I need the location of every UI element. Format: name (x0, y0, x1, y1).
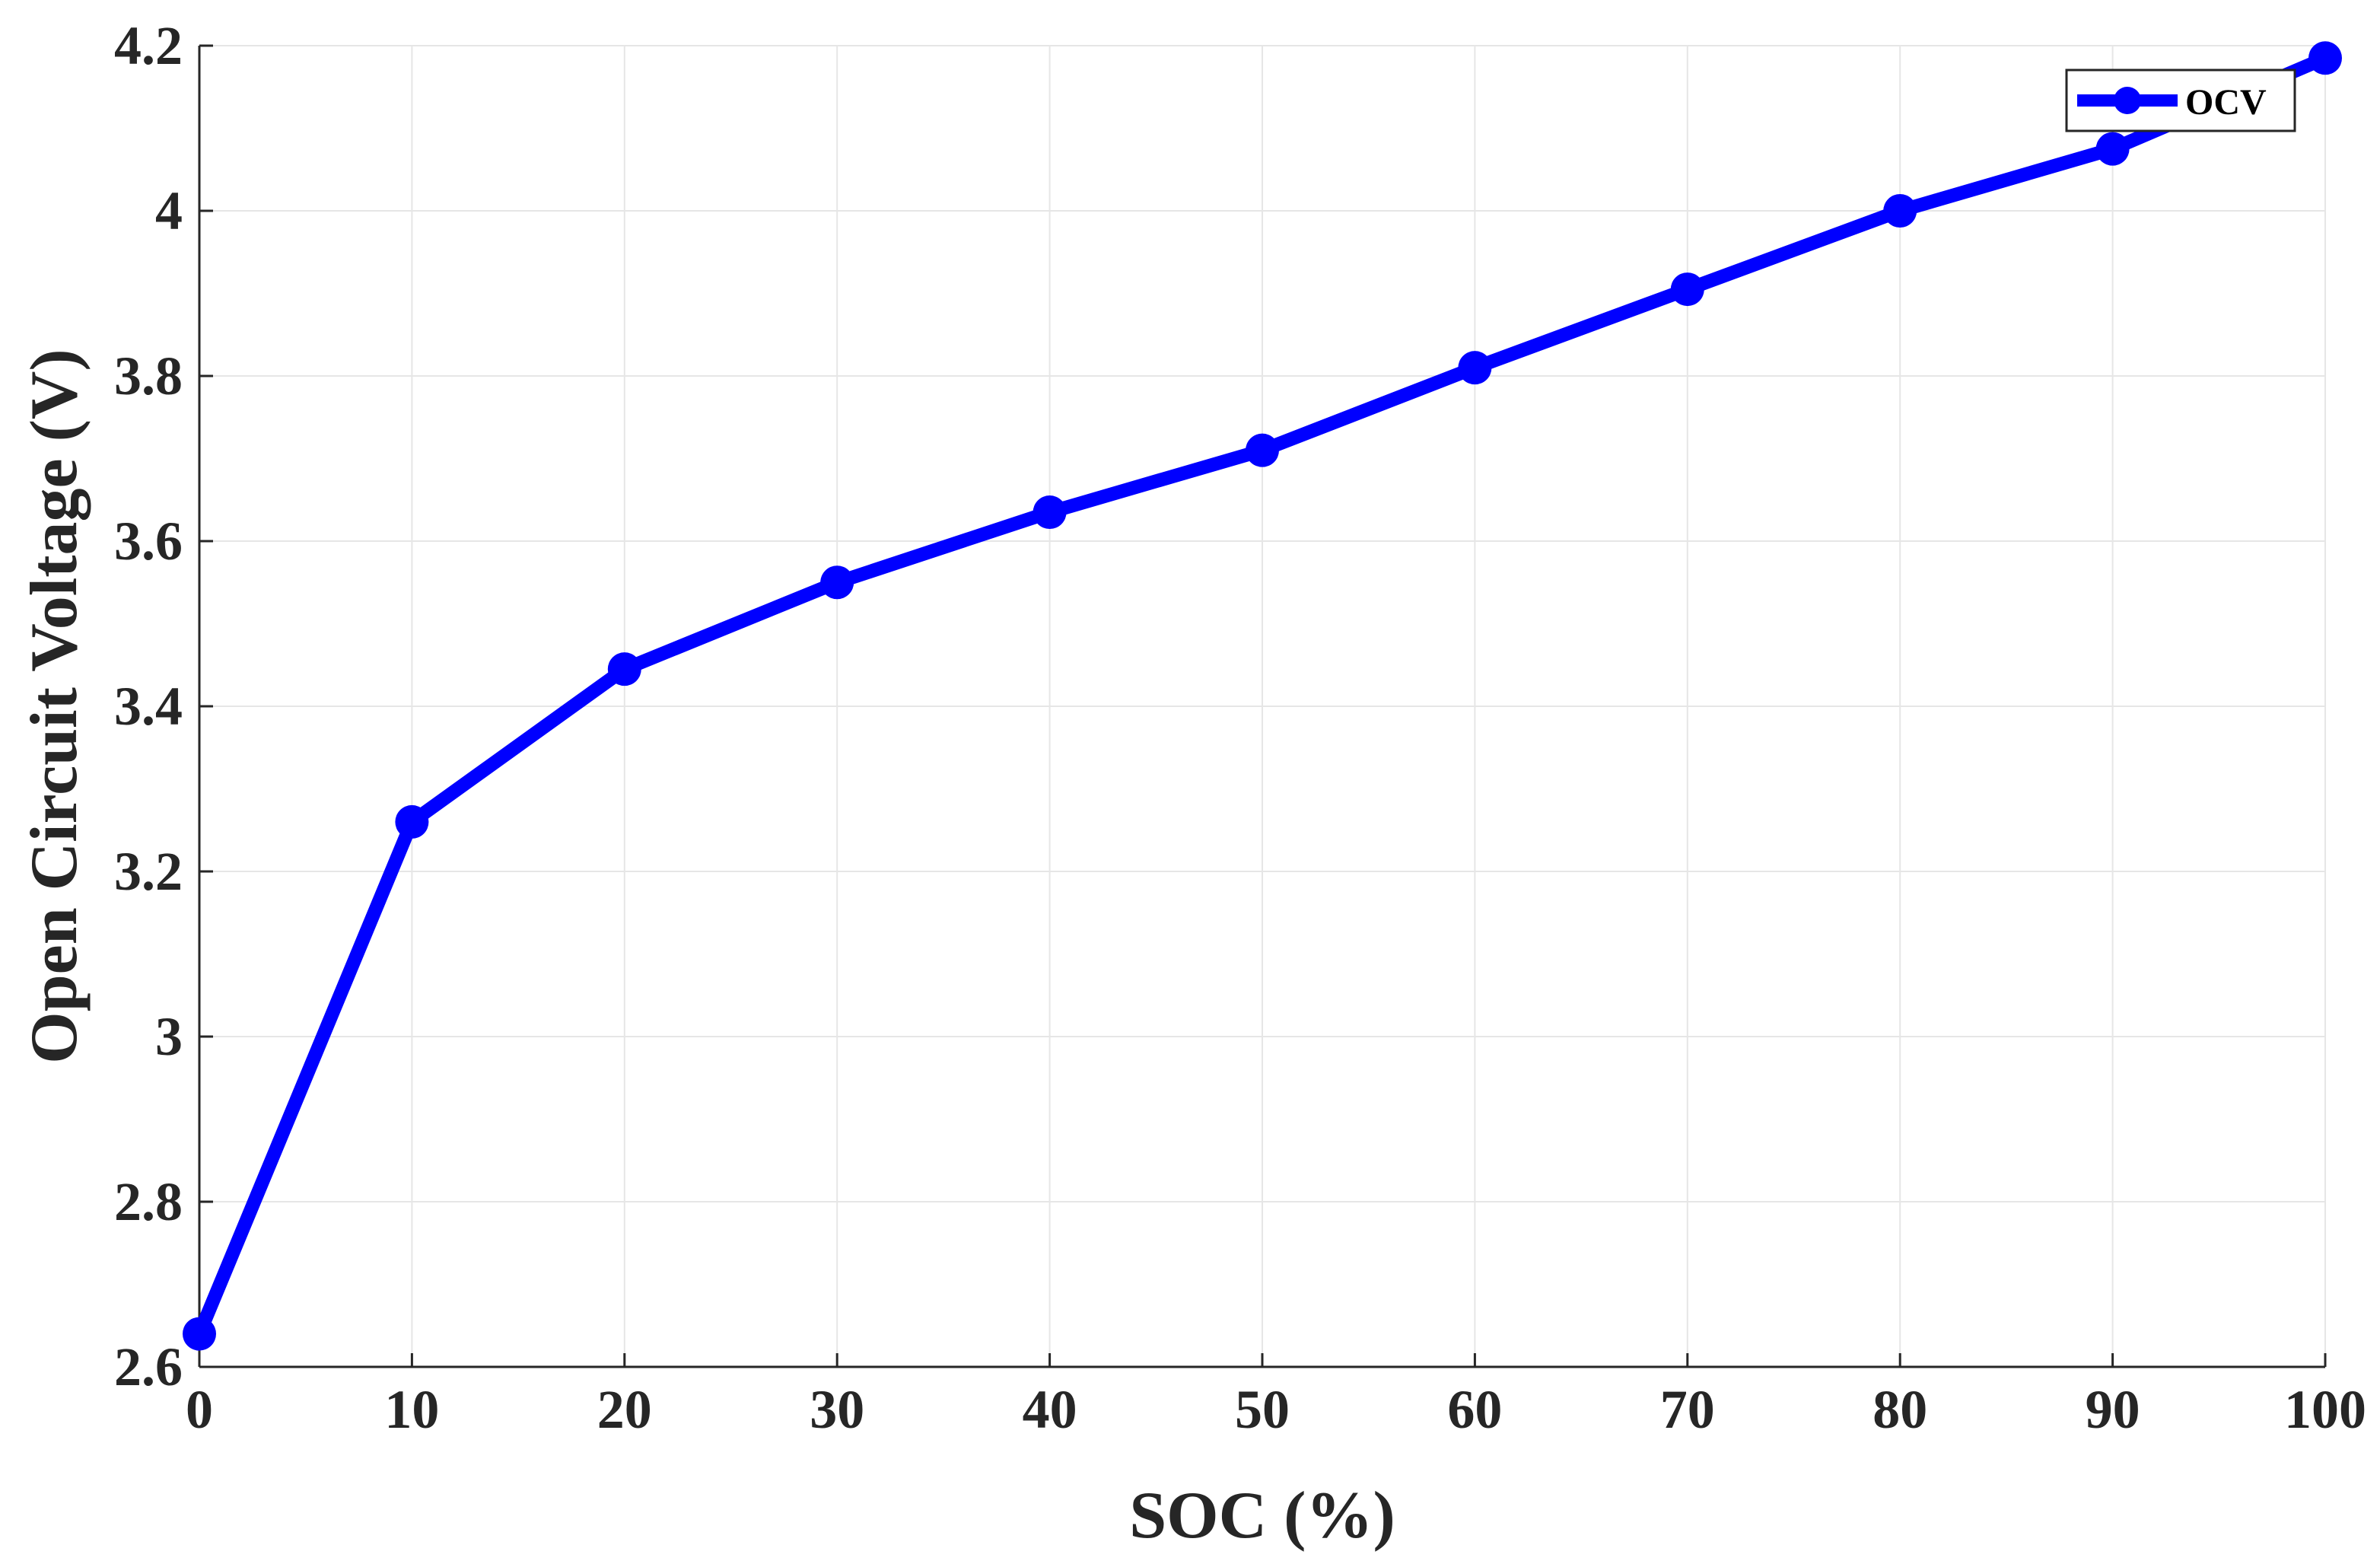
series-layer (183, 41, 2342, 1351)
y-tick-label-7: 4 (155, 180, 183, 241)
data-point-0-2 (607, 652, 641, 686)
x-tick-label-2: 20 (597, 1379, 652, 1440)
data-point-0-9 (2095, 132, 2130, 166)
data-point-0-7 (1670, 272, 1704, 307)
x-tick-label-6: 60 (1447, 1379, 1502, 1440)
x-tick-label-5: 50 (1235, 1379, 1290, 1440)
x-tick-label-9: 90 (2086, 1379, 2140, 1440)
y-tick-label-5: 3.6 (114, 511, 183, 572)
x-tick-label-3: 30 (810, 1379, 864, 1440)
x-tick-label-7: 70 (1660, 1379, 1715, 1440)
y-axis-title: Open Circuit Voltage (V) (18, 349, 91, 1063)
grid-lines (199, 45, 2326, 1368)
data-point-0-5 (1246, 433, 1279, 467)
y-tick-label-6: 3.8 (114, 346, 183, 406)
x-axis-title: SOC (%) (1129, 1479, 1395, 1553)
y-tick-label-4: 3.4 (114, 676, 183, 737)
x-tick-labels: 0 10 20 30 40 50 60 70 80 90 100 (186, 1379, 2366, 1440)
data-point-0-10 (2308, 41, 2342, 75)
x-tick-label-10: 100 (2284, 1379, 2366, 1440)
legend: OCV (2065, 68, 2296, 132)
y-tick-label-0: 2.6 (114, 1336, 183, 1397)
data-point-0-0 (183, 1317, 216, 1351)
x-tick-label-0: 0 (186, 1379, 213, 1440)
y-tick-label-1: 2.8 (114, 1171, 183, 1232)
y-tick-label-3: 3.2 (114, 841, 183, 902)
x-tick-label-8: 80 (1873, 1379, 1927, 1440)
y-tick-label-8: 4.2 (114, 15, 183, 76)
legend-marker-swatch (2114, 87, 2141, 114)
x-tick-label-4: 40 (1023, 1379, 1077, 1440)
data-point-0-3 (820, 565, 854, 600)
data-point-0-8 (1883, 194, 1917, 228)
data-point-0-6 (1458, 351, 1492, 385)
y-tick-labels: 2.6 2.8 3 3.2 3.4 3.6 3.8 4 4.2 (114, 15, 183, 1397)
axes (198, 44, 2327, 1368)
data-point-0-4 (1032, 495, 1067, 530)
x-tick-label-1: 10 (384, 1379, 439, 1440)
data-point-0-1 (395, 804, 429, 839)
legend-entry-ocv: OCV (2185, 82, 2267, 123)
y-tick-label-2: 3 (155, 1006, 183, 1067)
